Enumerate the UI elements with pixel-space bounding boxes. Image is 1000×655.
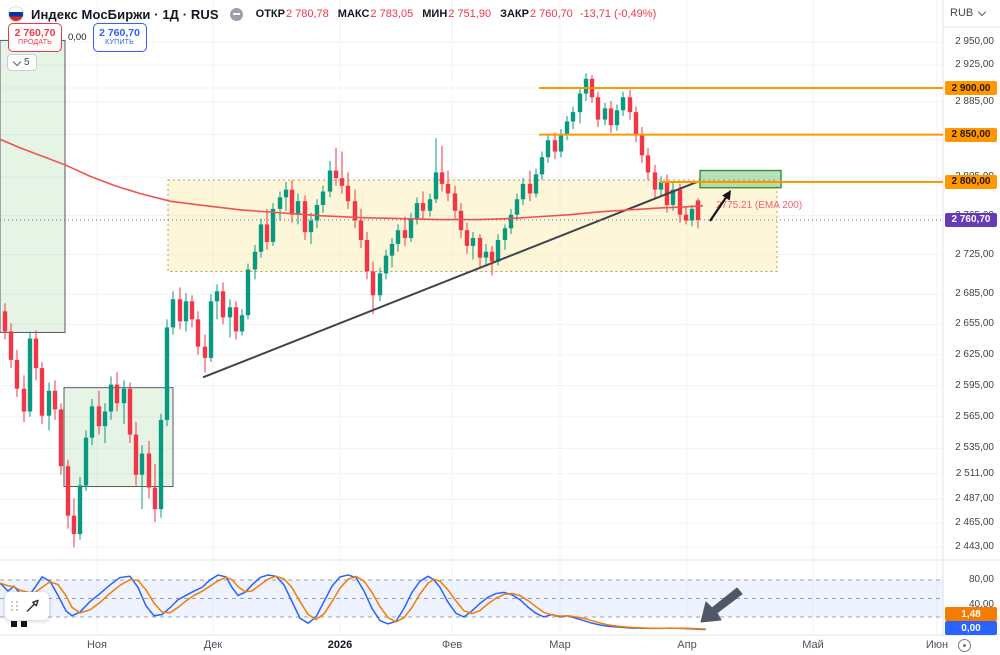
legend-row: Индекс МосБиржи · 1Д · RUS ОТКР 2 780,78 М… bbox=[8, 5, 656, 23]
stoch-k-line[interactable] bbox=[0, 574, 706, 631]
last-price-badge[interactable]: 2 760,70 bbox=[945, 212, 997, 227]
symbol-title[interactable]: Индекс МосБиржи · 1Д · RUS bbox=[31, 6, 219, 22]
objects-count: 5 bbox=[24, 57, 30, 68]
drag-handle-icon[interactable] bbox=[11, 601, 19, 611]
price-tick: 2 685,00 bbox=[955, 288, 994, 300]
price-tick: 2 487,00 bbox=[955, 493, 994, 505]
time-tick[interactable]: 2026 bbox=[327, 639, 353, 651]
time-axis[interactable]: Ноя Дек 2026 Фев Мар Апр Май Июн bbox=[0, 636, 1000, 655]
time-tick[interactable]: Ноя bbox=[86, 639, 108, 651]
russia-flag-icon bbox=[8, 6, 24, 22]
price-tick: 2 511,00 bbox=[955, 467, 994, 479]
stoch-k-badge[interactable]: 0,00 bbox=[945, 621, 997, 635]
buy-price: 2 760,70 bbox=[99, 27, 140, 40]
price-tick: 2 625,00 bbox=[955, 348, 994, 360]
trendline[interactable] bbox=[202, 181, 698, 379]
time-tick[interactable]: Апр bbox=[677, 639, 697, 651]
time-tick[interactable]: Май bbox=[802, 639, 824, 651]
up-arrow-head bbox=[722, 190, 731, 201]
price-tick: 2 925,00 bbox=[955, 59, 994, 70]
stoch-d-line[interactable] bbox=[0, 575, 707, 630]
price-tick: 2 443,00 bbox=[955, 541, 994, 553]
price-tick: 2 595,00 bbox=[955, 379, 994, 391]
ohlc-stats: ОТКР 2 780,78 МАКС 2 783,05 МИН 2 751,90 ЗАКР 2… bbox=[256, 8, 573, 20]
sell-price: 2 760,70 bbox=[14, 27, 56, 40]
level-price-badge[interactable]: 2 800,00 bbox=[945, 174, 997, 189]
change-value: -13,71 (-0,49%) bbox=[579, 8, 657, 20]
level-price-badge[interactable]: 2 850,00 bbox=[945, 127, 997, 142]
currency-label: RUB bbox=[950, 7, 974, 19]
supply-zone-box[interactable] bbox=[699, 169, 782, 189]
drawing-anchor-handle[interactable] bbox=[11, 621, 17, 627]
arrow-tool-icon[interactable] bbox=[22, 596, 42, 616]
ohlc-stat: МИН 2 751,90 bbox=[422, 8, 492, 20]
price-tick: 2 885,00 bbox=[955, 95, 994, 107]
price-tick: 2 535,00 bbox=[955, 442, 994, 454]
price-axis[interactable]: 2 950,002 925,002 885,002 805,002 765,00… bbox=[944, 0, 1000, 655]
price-tick: 2 950,00 bbox=[955, 36, 994, 48]
measure-panel[interactable] bbox=[0, 39, 66, 333]
stoch-d-badge[interactable]: 1,48 bbox=[945, 607, 997, 621]
sell-label: ПРОДАТЬ bbox=[18, 39, 52, 47]
buy-button[interactable]: 2 760,70 КУПИТЬ bbox=[92, 23, 147, 52]
spread-value: 0,00 bbox=[68, 32, 87, 43]
sell-button[interactable]: 2 760,70 ПРОДАТЬ bbox=[8, 23, 62, 52]
price-tick: 2 655,00 bbox=[955, 318, 994, 330]
level-price-badge[interactable]: 2 900,00 bbox=[945, 81, 997, 95]
stoch-tick: 80,00 bbox=[968, 574, 994, 585]
time-tick[interactable]: Дек bbox=[203, 639, 223, 651]
time-tick[interactable]: Мар bbox=[549, 639, 571, 651]
chevron-down-icon bbox=[12, 57, 22, 66]
time-tick[interactable]: Июн bbox=[925, 639, 949, 651]
price-tick: 2 565,00 bbox=[955, 410, 994, 422]
ema200-line[interactable] bbox=[0, 138, 704, 221]
ohlc-stat: ЗАКР 2 760,70 bbox=[500, 8, 573, 20]
time-tick[interactable]: Фев bbox=[441, 639, 463, 651]
candles bbox=[2, 73, 701, 548]
drawing-anchor-handle[interactable] bbox=[21, 621, 27, 627]
drawing-toolbar[interactable] bbox=[5, 592, 49, 620]
buy-label: КУПИТЬ bbox=[105, 39, 134, 47]
ohlc-stat: МАКС 2 783,05 bbox=[337, 8, 414, 20]
trade-panel: 2 760,70 ПРОДАТЬ 0,00 2 760,70 КУПИТЬ bbox=[8, 23, 147, 52]
price-tick: 2 725,00 bbox=[955, 248, 994, 260]
up-arrow-annotation[interactable] bbox=[709, 195, 728, 222]
chevron-down-icon bbox=[977, 7, 987, 17]
collapse-legend-icon[interactable] bbox=[229, 7, 243, 21]
price-tick: 2 465,00 bbox=[955, 517, 994, 529]
currency-selector[interactable]: RUB bbox=[950, 7, 987, 19]
target-icon[interactable] bbox=[958, 639, 971, 652]
ohlc-stat: ОТКР 2 780,78 bbox=[255, 8, 329, 20]
objects-tree-chip[interactable]: 5 bbox=[7, 54, 37, 71]
ema200-label: 2775.21 (EMA 200) bbox=[716, 200, 802, 211]
down-arrow-annotation[interactable] bbox=[700, 587, 743, 623]
stoch-tick: 40,00 bbox=[968, 598, 994, 610]
